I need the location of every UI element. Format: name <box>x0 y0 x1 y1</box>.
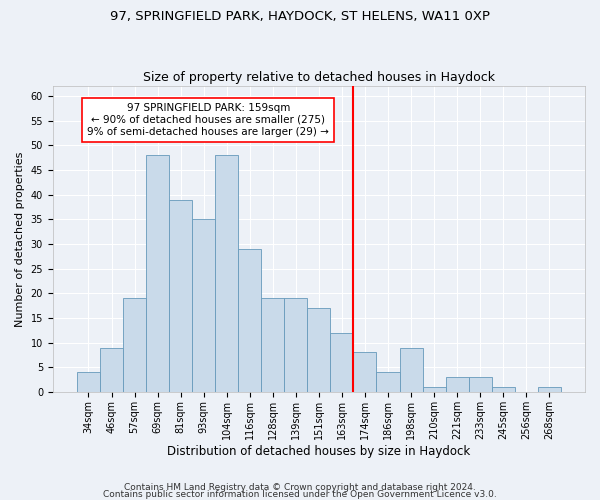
Bar <box>77 372 100 392</box>
Y-axis label: Number of detached properties: Number of detached properties <box>15 152 25 326</box>
Bar <box>353 352 376 392</box>
Bar <box>123 298 146 392</box>
Bar <box>307 308 331 392</box>
Bar <box>100 348 123 392</box>
Bar <box>261 298 284 392</box>
Bar <box>146 155 169 392</box>
Bar <box>169 200 192 392</box>
Bar <box>192 220 215 392</box>
Bar <box>469 377 491 392</box>
Text: 97, SPRINGFIELD PARK, HAYDOCK, ST HELENS, WA11 0XP: 97, SPRINGFIELD PARK, HAYDOCK, ST HELENS… <box>110 10 490 23</box>
Title: Size of property relative to detached houses in Haydock: Size of property relative to detached ho… <box>143 70 495 84</box>
Bar <box>400 348 422 392</box>
X-axis label: Distribution of detached houses by size in Haydock: Distribution of detached houses by size … <box>167 444 470 458</box>
Bar <box>446 377 469 392</box>
Bar <box>491 387 515 392</box>
Bar <box>376 372 400 392</box>
Text: Contains HM Land Registry data © Crown copyright and database right 2024.: Contains HM Land Registry data © Crown c… <box>124 484 476 492</box>
Bar <box>284 298 307 392</box>
Bar <box>215 155 238 392</box>
Bar <box>331 332 353 392</box>
Text: 97 SPRINGFIELD PARK: 159sqm
← 90% of detached houses are smaller (275)
9% of sem: 97 SPRINGFIELD PARK: 159sqm ← 90% of det… <box>88 104 329 136</box>
Bar <box>238 249 261 392</box>
Bar <box>422 387 446 392</box>
Text: Contains public sector information licensed under the Open Government Licence v3: Contains public sector information licen… <box>103 490 497 499</box>
Bar <box>538 387 561 392</box>
